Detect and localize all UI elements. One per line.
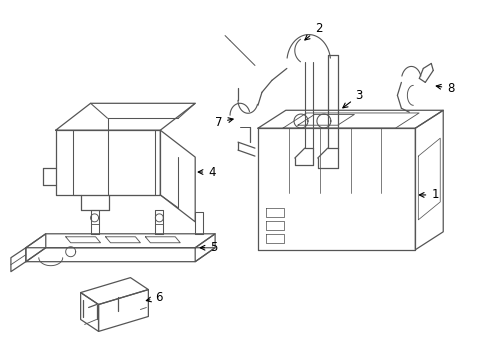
Text: 3: 3: [342, 89, 362, 108]
Text: 7: 7: [214, 116, 233, 129]
Text: 6: 6: [146, 291, 163, 304]
Text: 8: 8: [435, 82, 454, 95]
Text: 2: 2: [304, 22, 322, 40]
Text: 1: 1: [419, 188, 438, 202]
Text: 4: 4: [198, 166, 215, 179]
Text: 5: 5: [200, 241, 217, 254]
